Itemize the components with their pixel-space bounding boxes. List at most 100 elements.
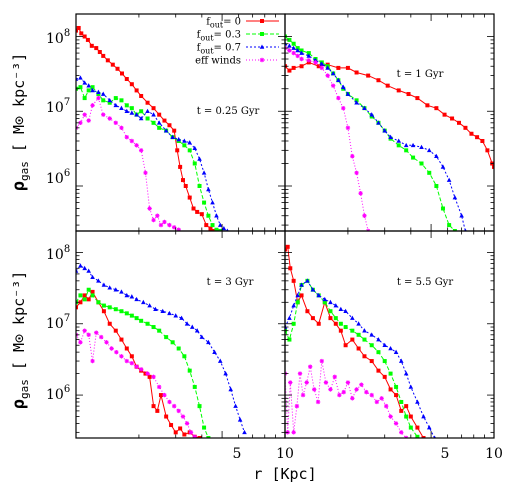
data-point	[341, 389, 346, 395]
data-point	[434, 106, 439, 111]
data-point	[96, 95, 101, 101]
data-point	[287, 337, 292, 342]
data-point	[382, 359, 387, 364]
data-point	[350, 328, 355, 333]
data-point	[325, 65, 330, 70]
data-point	[376, 350, 381, 355]
data-point	[157, 112, 162, 117]
data-point	[113, 328, 118, 333]
data-point	[295, 53, 300, 59]
data-point	[356, 321, 361, 326]
data-point	[124, 103, 129, 108]
data-point	[333, 316, 338, 321]
data-point	[408, 425, 413, 430]
data-point	[124, 292, 130, 298]
data-point	[217, 222, 223, 227]
data-point	[388, 345, 393, 351]
data-point	[199, 212, 204, 217]
data-point	[90, 358, 95, 364]
data-point	[345, 125, 351, 131]
data-point	[96, 92, 101, 97]
data-point	[421, 414, 426, 419]
data-point	[187, 195, 192, 200]
data-point	[134, 112, 139, 117]
data-point	[187, 368, 192, 373]
data-point	[206, 339, 211, 345]
data-point	[86, 332, 91, 338]
data-point	[167, 123, 172, 128]
svg-text:ρgas [ M⊙ kpc⁻³]: ρgas [ M⊙ kpc⁻³]	[9, 271, 31, 410]
plot-area	[285, 34, 494, 231]
data-point	[164, 335, 169, 340]
data-point	[78, 293, 83, 298]
data-point	[119, 105, 124, 110]
data-point	[218, 229, 223, 231]
data-point	[129, 138, 135, 144]
data-point	[425, 103, 430, 108]
data-point	[358, 191, 363, 196]
data-point	[78, 300, 83, 305]
data-point	[173, 313, 179, 318]
legend-label: eff winds	[195, 56, 241, 67]
data-point	[369, 392, 374, 398]
data-point	[322, 296, 328, 302]
data-point	[305, 309, 310, 314]
data-point	[178, 426, 183, 431]
data-point	[419, 161, 424, 166]
data-point	[85, 37, 90, 42]
data-point	[172, 128, 177, 133]
series-s0	[76, 25, 217, 231]
data-point	[433, 435, 436, 438]
data-point	[415, 399, 420, 404]
panel-time-label: t = 1 Gyr	[397, 69, 444, 80]
data-point	[151, 106, 156, 111]
data-point	[176, 136, 181, 142]
data-point	[364, 389, 369, 395]
data-point	[382, 374, 387, 379]
data-point	[86, 88, 91, 93]
data-point	[138, 367, 144, 372]
data-point	[187, 140, 193, 145]
data-point	[328, 316, 333, 321]
data-point	[337, 392, 342, 398]
data-point	[107, 100, 112, 105]
data-point	[376, 337, 381, 342]
data-point	[291, 50, 296, 56]
data-point	[295, 292, 300, 298]
series-s0	[285, 60, 494, 169]
data-point	[147, 374, 152, 379]
data-point	[90, 274, 95, 279]
series-s3	[285, 45, 371, 231]
data-point	[345, 91, 351, 96]
series-s1	[76, 287, 211, 438]
data-point	[119, 354, 124, 359]
data-point	[304, 380, 309, 385]
data-point	[101, 282, 107, 287]
data-point	[163, 128, 169, 133]
data-point	[151, 120, 156, 125]
data-point	[297, 371, 303, 376]
data-point	[129, 106, 134, 111]
data-point	[291, 430, 296, 435]
data-point	[459, 213, 464, 218]
data-point	[167, 399, 172, 405]
data-point	[319, 61, 325, 66]
data-point	[97, 50, 102, 55]
data-point	[151, 112, 156, 117]
data-point	[208, 226, 213, 231]
data-point	[155, 213, 160, 218]
data-point	[96, 278, 101, 283]
data-point	[158, 222, 164, 228]
data-point	[322, 300, 327, 305]
data-point	[310, 316, 315, 321]
data-point	[82, 293, 87, 298]
data-point	[78, 340, 83, 345]
data-point	[399, 430, 404, 435]
data-point	[94, 330, 99, 335]
data-point	[145, 371, 150, 376]
x-tick-label: 10	[485, 446, 503, 462]
data-point	[345, 380, 351, 385]
data-point	[101, 98, 106, 103]
data-point	[287, 43, 292, 48]
